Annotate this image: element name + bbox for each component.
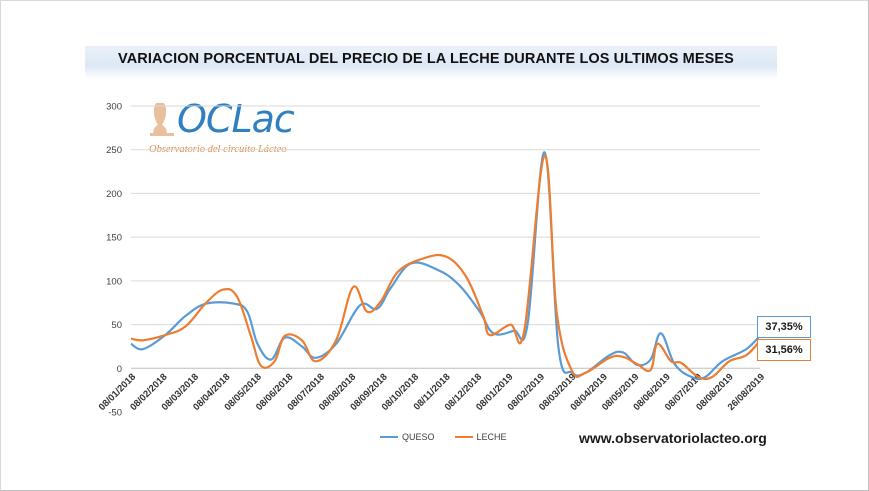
website-url: www.observatoriolacteo.org: [579, 430, 767, 446]
queso-end-label: 37,35%: [757, 316, 811, 338]
legend-swatch-queso: [380, 436, 398, 438]
series-line-leche: [130, 154, 761, 381]
legend-swatch-leche: [454, 436, 473, 438]
title-band: [85, 46, 777, 79]
gridlines: [131, 105, 760, 369]
legend-item-leche: LECHE: [454, 432, 507, 442]
leche-end-label: 31,56%: [757, 339, 811, 361]
series-line-queso: [130, 151, 761, 381]
y-tick-label: 300: [106, 102, 122, 113]
legend-label-leche: LECHE: [476, 432, 507, 442]
y-tick-label: 50: [111, 320, 122, 331]
y-axis-labels: 300 250 200 150 100 50 0 -50: [106, 102, 122, 419]
y-tick-label: 0: [117, 364, 122, 375]
x-axis-labels: 08/01/201808/02/201808/03/201808/04/2018…: [97, 372, 767, 413]
legend: QUESO LECHE: [380, 432, 507, 442]
series-lines: [130, 151, 761, 381]
logo-text: OCLac: [177, 97, 295, 141]
y-tick-label: 100: [106, 276, 122, 287]
legend-item-queso: QUESO: [380, 432, 435, 442]
y-tick-label: -50: [108, 408, 122, 419]
chart-title: VARIACION PORCENTUAL DEL PRECIO DE LA LE…: [118, 51, 734, 67]
logo-mark-icon: [150, 103, 174, 136]
legend-label-queso: QUESO: [402, 432, 435, 442]
y-tick-label: 250: [106, 145, 122, 156]
y-tick-label: 200: [106, 189, 122, 200]
y-tick-label: 150: [106, 233, 122, 244]
